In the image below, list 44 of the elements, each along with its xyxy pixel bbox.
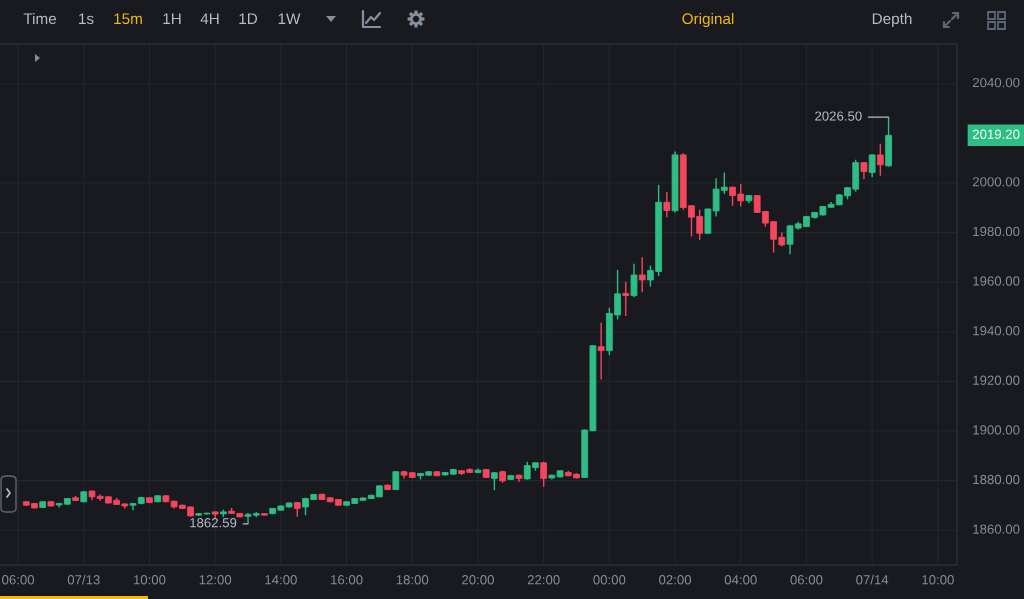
x-tick-label: 07/14 (856, 574, 889, 585)
y-tick-label: 2000.00 (972, 177, 1020, 187)
candlestick (663, 191, 671, 218)
x-tick-label: 12:00 (199, 575, 232, 585)
x-tick-label: 06:00 (790, 575, 823, 585)
x-tick-label: 22:00 (527, 575, 560, 585)
x-tick-label: 18:00 (396, 575, 429, 585)
text: 15m (114, 13, 142, 25)
text: 1s (79, 13, 94, 25)
text: 1W (278, 13, 301, 24)
y-tick-label: 1920.00 (973, 375, 1020, 385)
x-tick-label: 07/13 (67, 574, 100, 585)
x-tick-label: 20:00 (462, 575, 494, 585)
text: 1D (239, 13, 258, 24)
y-tick-label: 1880.00 (973, 474, 1020, 485)
text: 4H (200, 13, 219, 24)
x-tick-label: 00:00 (593, 575, 626, 585)
x-tick-label: 10:00 (133, 575, 166, 585)
y-tick-label: 1900.00 (973, 425, 1020, 435)
candlestick (622, 280, 630, 317)
annotation: 2026.50 (815, 111, 862, 121)
x-tick-label: 02:00 (659, 575, 692, 585)
y-tick-label: 1980.00 (973, 226, 1020, 237)
x-tick-label: 16:00 (331, 575, 363, 585)
candlestick (868, 153, 876, 178)
x-tick-label: 14:00 (265, 575, 297, 585)
text: 1H (163, 13, 181, 24)
y-tick-label: 1940.00 (973, 325, 1020, 336)
text: Depth (872, 12, 912, 28)
candlestick (876, 143, 884, 177)
x-tick-label: 06:00 (2, 575, 35, 585)
candlestick (597, 321, 605, 381)
y-tick-label: 2040.00 (972, 77, 1020, 88)
y-tick-label: 1860.00 (973, 524, 1020, 534)
y-tick-label: 1960.00 (973, 276, 1020, 286)
x-tick-label: 10:00 (922, 575, 954, 585)
candlestick (638, 256, 646, 294)
text: Time (23, 12, 57, 25)
x-tick-label: 04:00 (724, 575, 757, 585)
candlestick (630, 263, 638, 299)
annotation: 1862.59 (190, 518, 237, 528)
candlestick (540, 461, 548, 488)
y-tick-label: 2019.20 (972, 129, 1020, 139)
text: Original (682, 12, 734, 28)
